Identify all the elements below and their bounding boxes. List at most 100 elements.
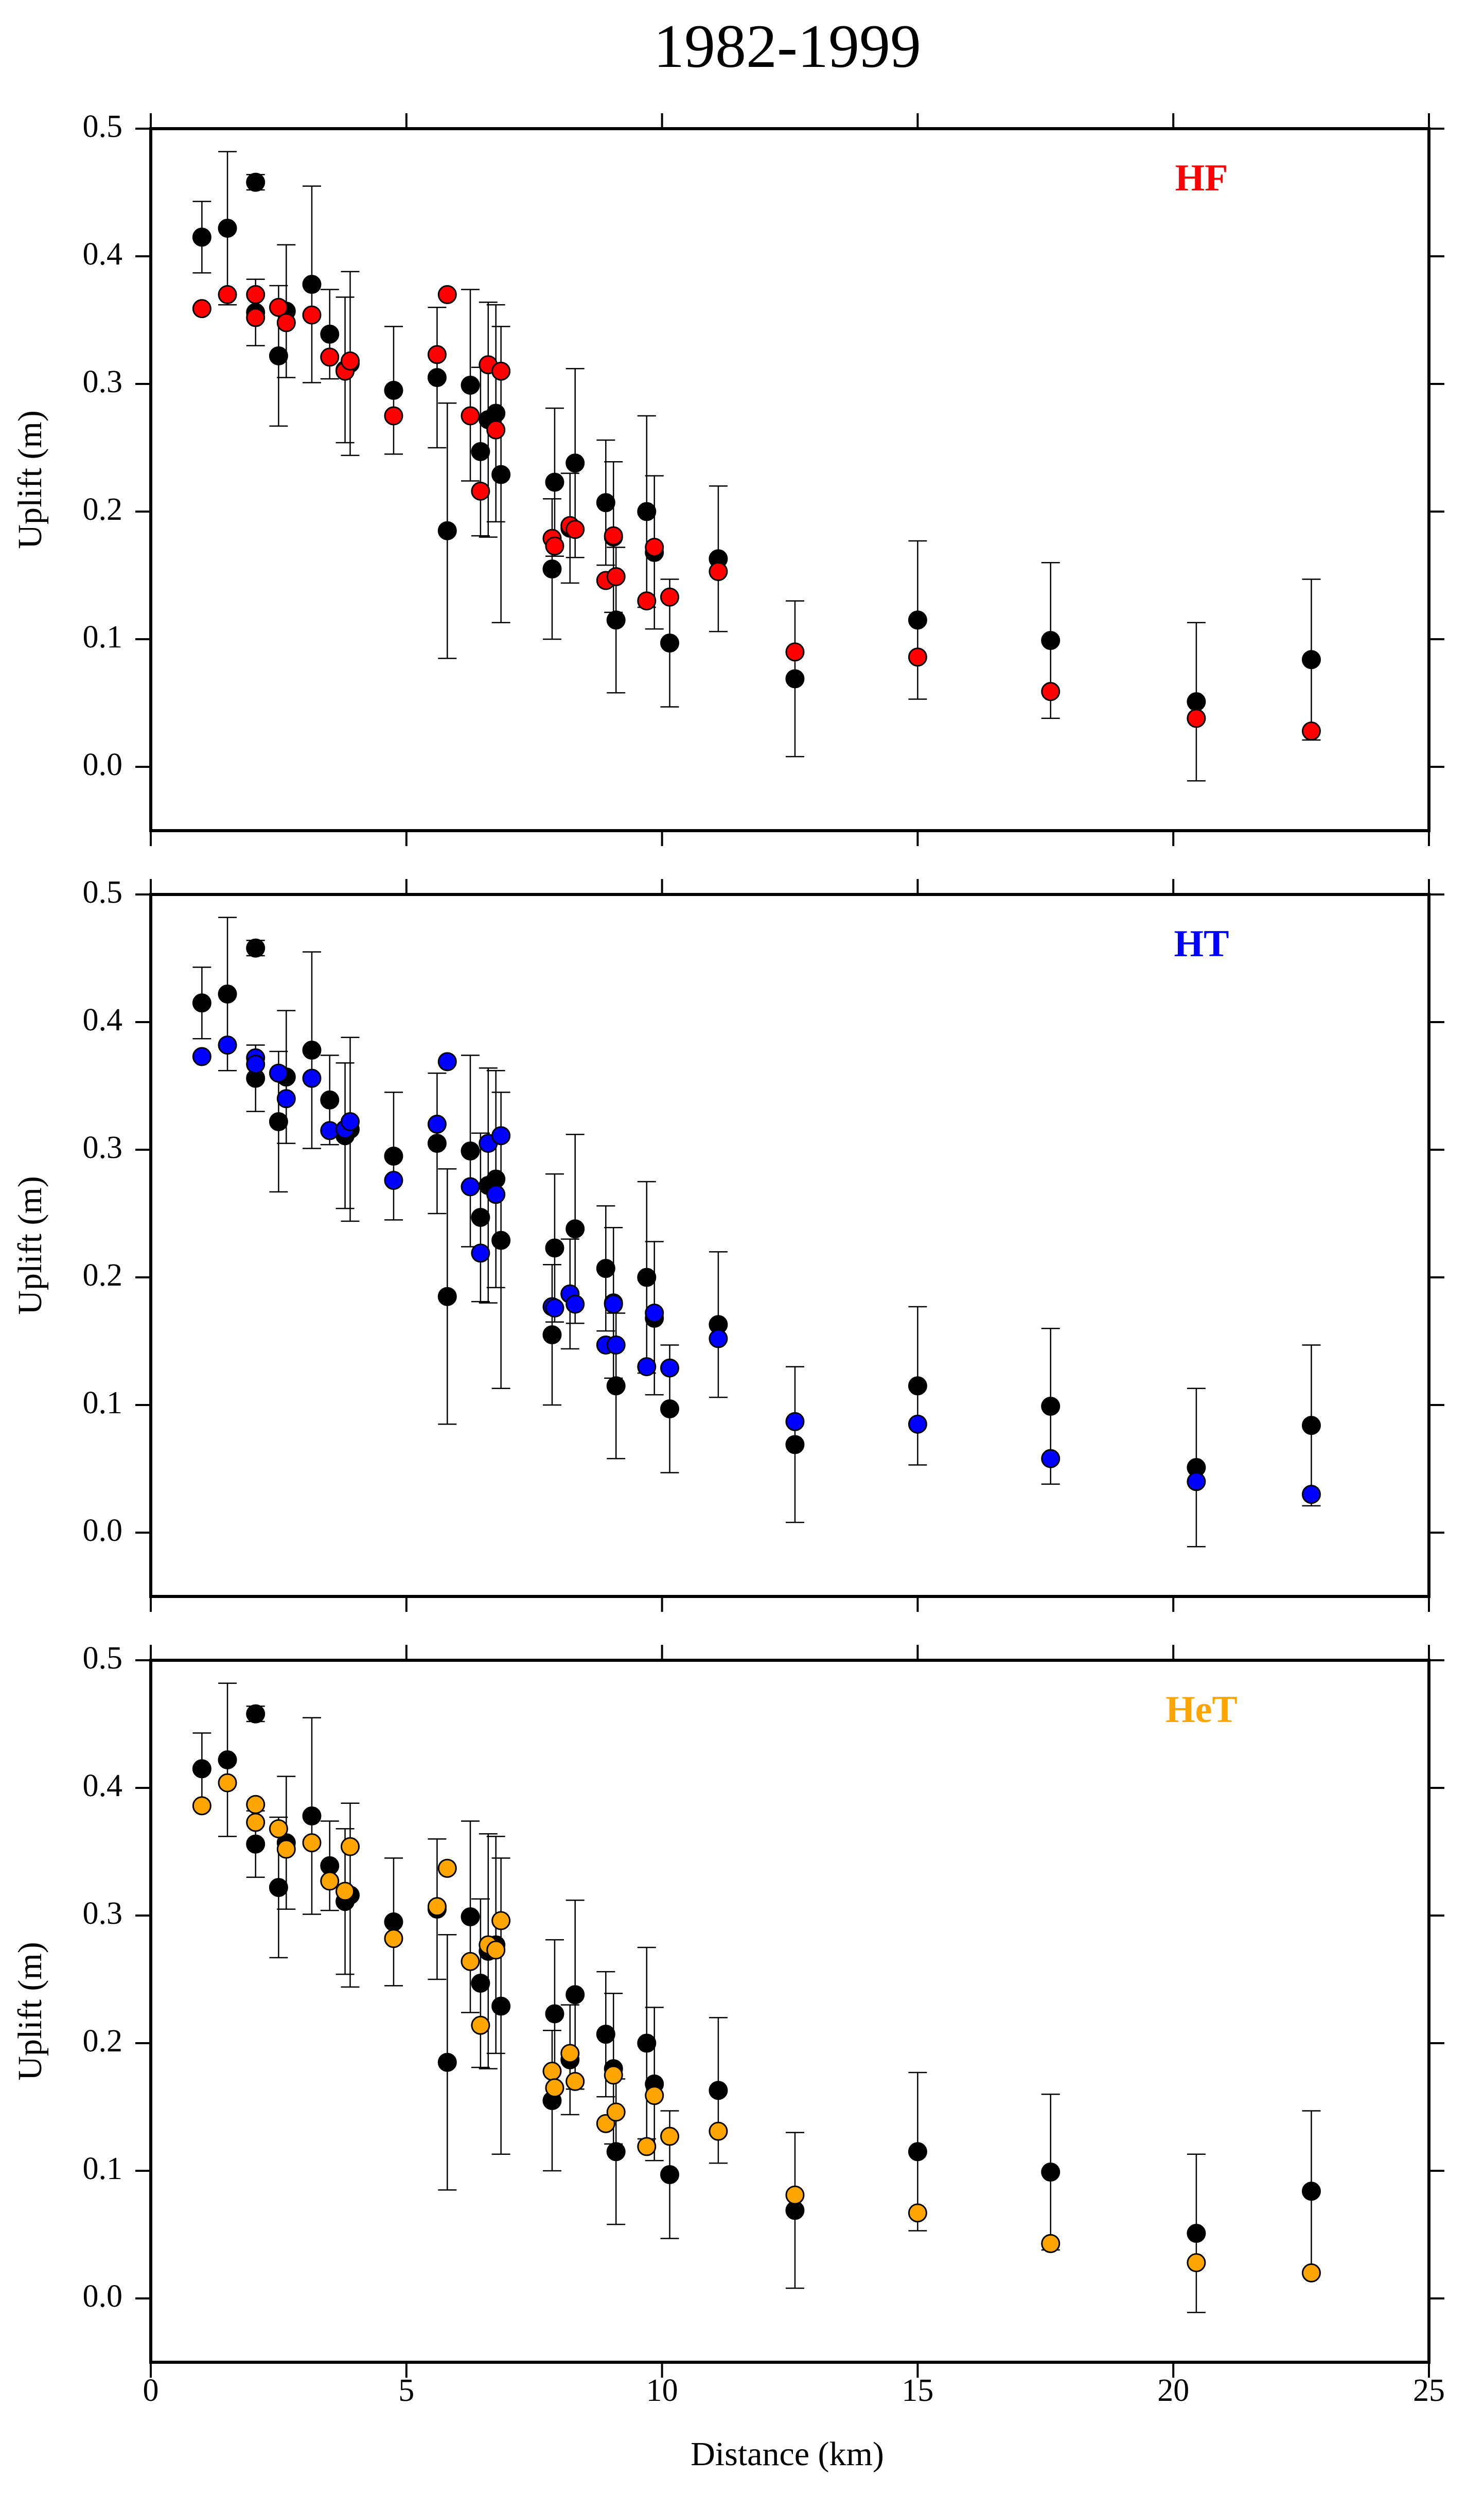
ht-point — [709, 1329, 728, 1348]
het-point — [491, 1911, 511, 1930]
observed-point — [320, 324, 340, 344]
het-point — [606, 2102, 626, 2122]
ht-point — [660, 1358, 680, 1378]
observed-point — [1301, 2182, 1321, 2201]
panel-hf-ytick-3: 0.3 — [83, 364, 123, 399]
observed-point — [246, 172, 266, 192]
ht-point — [604, 1294, 623, 1314]
observed-point — [660, 2165, 680, 2184]
panel-ht-ticks — [135, 879, 1444, 1612]
observed-point — [1041, 1396, 1061, 1416]
panel-het-label: HeT — [1165, 1689, 1238, 1731]
panel-hf-ytick-5: 0.5 — [83, 109, 123, 144]
panel-hf-ytick-2: 0.2 — [83, 492, 123, 527]
observed-point — [908, 610, 927, 630]
observed-point — [908, 2142, 927, 2162]
observed-point — [486, 403, 506, 423]
het-point — [276, 1839, 296, 1859]
observed-point — [471, 1973, 490, 1993]
ht-point — [218, 1035, 237, 1055]
panel-ht-ytick-1: 0.1 — [83, 1385, 123, 1420]
observed-point — [545, 2004, 564, 2024]
observed-point — [491, 465, 511, 484]
ht-point — [637, 1357, 657, 1377]
observed-point — [1041, 630, 1061, 650]
observed-point — [1187, 2224, 1206, 2243]
panel-ht-ytick-2: 0.2 — [83, 1258, 123, 1293]
observed-point — [302, 1806, 322, 1826]
het-point — [341, 1837, 360, 1856]
hf-point — [486, 420, 506, 440]
panel-hf-ylabel: Uplift (m) — [11, 410, 49, 549]
het-point — [645, 2086, 664, 2105]
panel-het-frame — [149, 1659, 1430, 2364]
observed-point — [302, 275, 322, 294]
panel-hf: 0.0 0.1 0.2 0.3 0.4 0.5 Uplift (m) HF — [11, 109, 1444, 846]
hf-point — [246, 285, 266, 304]
hf-point — [269, 297, 288, 317]
observed-point — [566, 1985, 585, 2005]
het-point — [461, 1952, 480, 1971]
observed-point — [427, 1134, 447, 1153]
het-point — [637, 2137, 657, 2156]
hf-point — [461, 406, 480, 426]
observed-point — [542, 559, 562, 579]
observed-point — [384, 380, 403, 400]
het-point — [604, 2065, 623, 2085]
het-point — [566, 2071, 585, 2091]
observed-point — [218, 984, 237, 1004]
panel-het-ytick-3: 0.3 — [83, 1896, 123, 1931]
observed-point — [218, 1750, 237, 1769]
ht-point — [486, 1185, 506, 1204]
observed-point — [637, 2033, 657, 2053]
observed-point — [1041, 2162, 1061, 2182]
observed-point — [192, 227, 211, 247]
het-point — [1041, 2234, 1061, 2253]
observed-point — [596, 2025, 615, 2044]
observed-point — [785, 1435, 805, 1454]
hf-point — [341, 351, 360, 371]
panel-hf-frame — [149, 127, 1430, 832]
hf-point — [908, 647, 927, 667]
het-point — [908, 2203, 927, 2223]
hf-point — [491, 361, 511, 381]
observed-point — [320, 1090, 340, 1110]
observed-point — [302, 1041, 322, 1060]
hf-point — [1301, 722, 1321, 741]
het-point — [542, 2062, 562, 2081]
hf-point — [427, 345, 447, 364]
observed-point — [491, 1231, 511, 1250]
observed-point — [192, 993, 211, 1013]
panel-het-ytick-1: 0.1 — [83, 2151, 123, 2186]
ht-point — [302, 1068, 322, 1088]
hf-point — [320, 347, 340, 367]
hf-point — [660, 587, 680, 607]
hf-point — [192, 299, 211, 319]
ht-point — [908, 1414, 927, 1434]
observed-point — [1187, 692, 1206, 712]
observed-point — [437, 2052, 457, 2072]
het-point — [218, 1773, 237, 1793]
ht-point — [1187, 1472, 1206, 1491]
xtick-label-15: 15 — [902, 2373, 933, 2408]
het-point — [246, 1813, 266, 1832]
ht-point — [471, 1243, 490, 1263]
observed-point — [606, 2142, 626, 2162]
observed-point — [269, 1877, 288, 1897]
hf-point — [785, 642, 805, 662]
hf-point — [218, 285, 237, 304]
observed-point — [1301, 650, 1321, 670]
panel-het-ytick-2: 0.2 — [83, 2024, 123, 2059]
het-point — [384, 1929, 403, 1948]
observed-point — [427, 368, 447, 388]
xtick-label-0: 0 — [143, 2373, 159, 2408]
observed-point — [545, 1238, 564, 1258]
panel-het-ticks — [135, 1645, 1444, 2378]
observed-point — [384, 1146, 403, 1166]
ht-point — [246, 1055, 266, 1074]
observed-point — [1301, 1416, 1321, 1435]
hf-point — [302, 305, 322, 325]
observed-point — [246, 1704, 266, 1724]
ht-point — [384, 1171, 403, 1190]
observed-point — [545, 472, 564, 492]
